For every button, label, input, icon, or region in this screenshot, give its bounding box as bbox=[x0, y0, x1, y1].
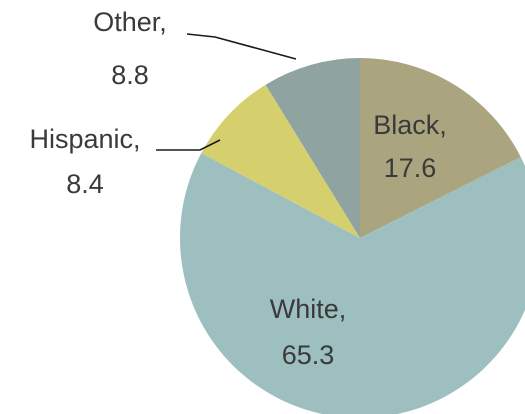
data-label-black-value: 17.6 bbox=[384, 153, 437, 183]
data-label-hispanic-value: 8.4 bbox=[66, 169, 104, 199]
data-label-white-value: 65.3 bbox=[282, 340, 335, 370]
pie-slice-black bbox=[360, 58, 521, 238]
pie-slice-other bbox=[265, 58, 360, 238]
pie-slice-white bbox=[180, 153, 525, 414]
leader-line-other bbox=[186, 33, 297, 60]
leader-line-hispanic bbox=[156, 139, 221, 151]
data-label-hispanic-category: Hispanic, bbox=[29, 124, 140, 154]
data-label-black-category: Black, bbox=[373, 110, 447, 140]
data-label-white-category: White, bbox=[270, 294, 347, 324]
leader-lines bbox=[156, 33, 297, 151]
data-labels: Black, 17.6 White, 65.3 Hispanic, 8.4 Other, 8.… bbox=[29, 7, 446, 370]
data-label-other-value: 8.8 bbox=[111, 60, 149, 90]
pie-slice-hispanic bbox=[201, 84, 360, 239]
data-label-other-category: Other, bbox=[93, 7, 167, 37]
pie-slices bbox=[180, 58, 525, 414]
